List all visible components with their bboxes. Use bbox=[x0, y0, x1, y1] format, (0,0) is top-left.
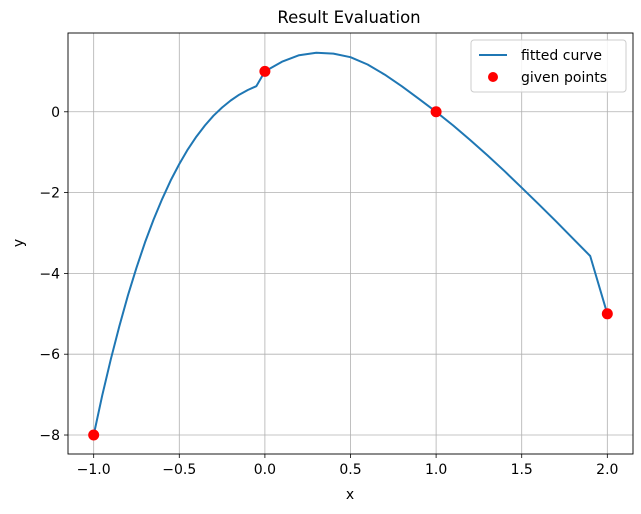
given-point-marker bbox=[430, 106, 442, 118]
legend-box bbox=[470, 39, 627, 93]
grid bbox=[68, 33, 633, 454]
y-tick-label: −8 bbox=[39, 428, 60, 444]
x-tick-label: −1.0 bbox=[77, 462, 111, 478]
y-tick-label: −2 bbox=[39, 186, 60, 202]
plot-series bbox=[88, 51, 613, 441]
legend: fitted curve given points bbox=[470, 39, 627, 93]
x-tick-label: 0.0 bbox=[254, 462, 276, 478]
legend-label-fitted-curve: fitted curve bbox=[521, 48, 602, 64]
legend-label-given-points: given points bbox=[521, 70, 607, 86]
x-tick-label: −0.5 bbox=[162, 462, 196, 478]
y-tick-label: 0 bbox=[51, 105, 60, 121]
y-tick-label: −4 bbox=[39, 266, 60, 282]
x-axis-label: x bbox=[346, 487, 354, 503]
y-axis-label: y bbox=[11, 239, 27, 247]
chart-title: Result Evaluation bbox=[277, 8, 420, 27]
y-tick-label: −6 bbox=[39, 347, 60, 363]
x-tick-label: 1.0 bbox=[425, 462, 447, 478]
x-tick-label: 2.0 bbox=[596, 462, 618, 478]
x-tick-label: 1.5 bbox=[511, 462, 533, 478]
given-point-marker bbox=[601, 308, 613, 320]
given-point-marker bbox=[259, 65, 271, 77]
x-tick-label: 0.5 bbox=[339, 462, 361, 478]
legend-marker-sample bbox=[488, 72, 498, 82]
axis-ticks: −1.0 −0.5 0.0 0.5 1.0 1.5 2.0 −8 −6 −4 −2 0 bbox=[39, 105, 618, 478]
given-point-marker bbox=[88, 429, 100, 441]
